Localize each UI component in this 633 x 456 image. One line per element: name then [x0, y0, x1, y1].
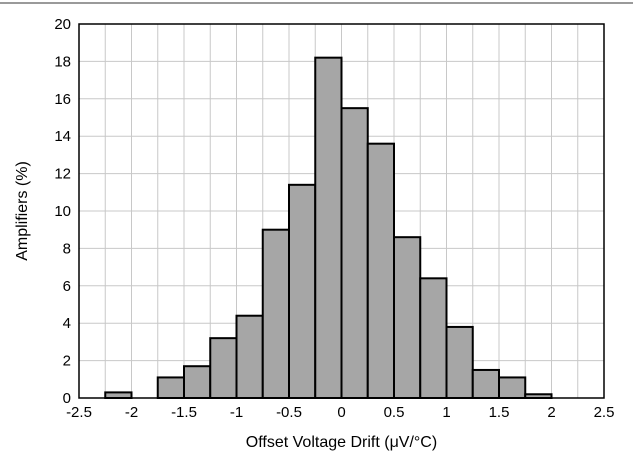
y-tick-label: 12 — [54, 166, 71, 183]
y-tick-label: 6 — [63, 278, 71, 295]
histogram-bar — [261, 228, 290, 399]
histogram-bars — [104, 56, 553, 400]
histogram-bar — [498, 376, 527, 399]
y-tick-label: 20 — [54, 16, 71, 33]
x-tick-label: 0 — [337, 404, 345, 421]
histogram-bar — [183, 365, 212, 399]
x-tick-label: -1.5 — [171, 404, 197, 421]
x-tick-labels: -2.5 -2 -1.5 -1 -0.5 0 0.5 1 1.5 2 2.5 — [66, 404, 614, 421]
x-tick-label: 2.5 — [594, 404, 615, 421]
histogram-bar — [209, 337, 238, 400]
histogram-bar — [419, 277, 448, 400]
x-tick-label: 0.5 — [384, 404, 405, 421]
x-tick-label: -1 — [230, 404, 243, 421]
y-tick-label: 14 — [54, 128, 71, 145]
y-tick-label: 0 — [63, 390, 71, 407]
x-axis-label: Offset Voltage Drift (μV/°C) — [246, 434, 437, 451]
x-tick-label: 1 — [442, 404, 450, 421]
y-tick-label: 18 — [54, 53, 71, 70]
x-tick-label: -0.5 — [276, 404, 302, 421]
y-axis-label: Amplifiers (%) — [14, 161, 31, 261]
histogram-bar — [104, 391, 133, 400]
histogram-bar — [235, 314, 264, 399]
histogram-bar — [314, 56, 343, 399]
y-tick-label: 2 — [63, 353, 71, 370]
histogram-bar — [156, 376, 185, 399]
y-tick-labels: 0 2 4 6 8 10 12 14 16 18 20 — [54, 16, 71, 407]
histogram-bar — [288, 183, 317, 399]
y-tick-label: 16 — [54, 91, 71, 108]
x-tick-label: 1.5 — [489, 404, 510, 421]
histogram-bar — [366, 142, 395, 399]
y-tick-label: 4 — [63, 315, 71, 332]
histogram-bar — [393, 236, 422, 399]
plot-frame — [78, 23, 605, 399]
x-tick-label: -2.5 — [66, 404, 92, 421]
y-tick-label: 10 — [54, 203, 71, 220]
y-tick-label: 8 — [63, 240, 71, 257]
x-tick-label: 2 — [547, 404, 555, 421]
x-tick-label: -2 — [125, 404, 138, 421]
histogram-bar — [471, 368, 500, 400]
histogram-bar — [445, 325, 474, 399]
histogram-bar — [340, 107, 369, 400]
